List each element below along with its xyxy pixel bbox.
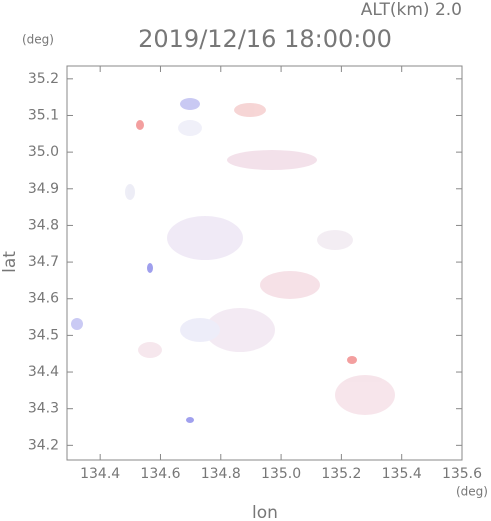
y-unit: (deg) (22, 33, 54, 47)
x-tick-label: 135.0 (261, 466, 301, 482)
y-tick-label: 34.9 (28, 181, 59, 197)
y-tick-label: 34.7 (28, 254, 59, 270)
x-tick-label: 134.4 (80, 466, 120, 482)
y-tick-label: 34.8 (28, 217, 59, 233)
x-unit: (deg) (456, 485, 488, 499)
y-tick-label: 34.2 (28, 437, 59, 453)
y-tick-label: 34.6 (28, 291, 59, 307)
x-tick-label: 135.2 (321, 466, 361, 482)
x-tick-label: 134.6 (140, 466, 180, 482)
y-axis-label: lat (0, 251, 20, 273)
x-tick-label: 135.4 (382, 466, 422, 482)
field-patches (71, 98, 395, 423)
x-axis-label: lon (252, 503, 278, 521)
y-tick-label: 34.5 (28, 327, 59, 343)
x-tick-label: 134.8 (201, 466, 241, 482)
plot-frame (66, 65, 463, 461)
y-tick-label: 35.1 (28, 107, 59, 123)
y-tick-label: 34.3 (28, 401, 59, 417)
y-tick-label: 35.2 (28, 71, 59, 87)
annotation: ALT(km) 2.0 (361, 0, 462, 20)
y-tick-label: 35.0 (28, 144, 59, 160)
y-tick-label: 34.4 (28, 364, 59, 380)
x-tick-label: 135.6 (442, 466, 482, 482)
chart-title: 2019/12/16 18:00:00 (138, 25, 392, 53)
